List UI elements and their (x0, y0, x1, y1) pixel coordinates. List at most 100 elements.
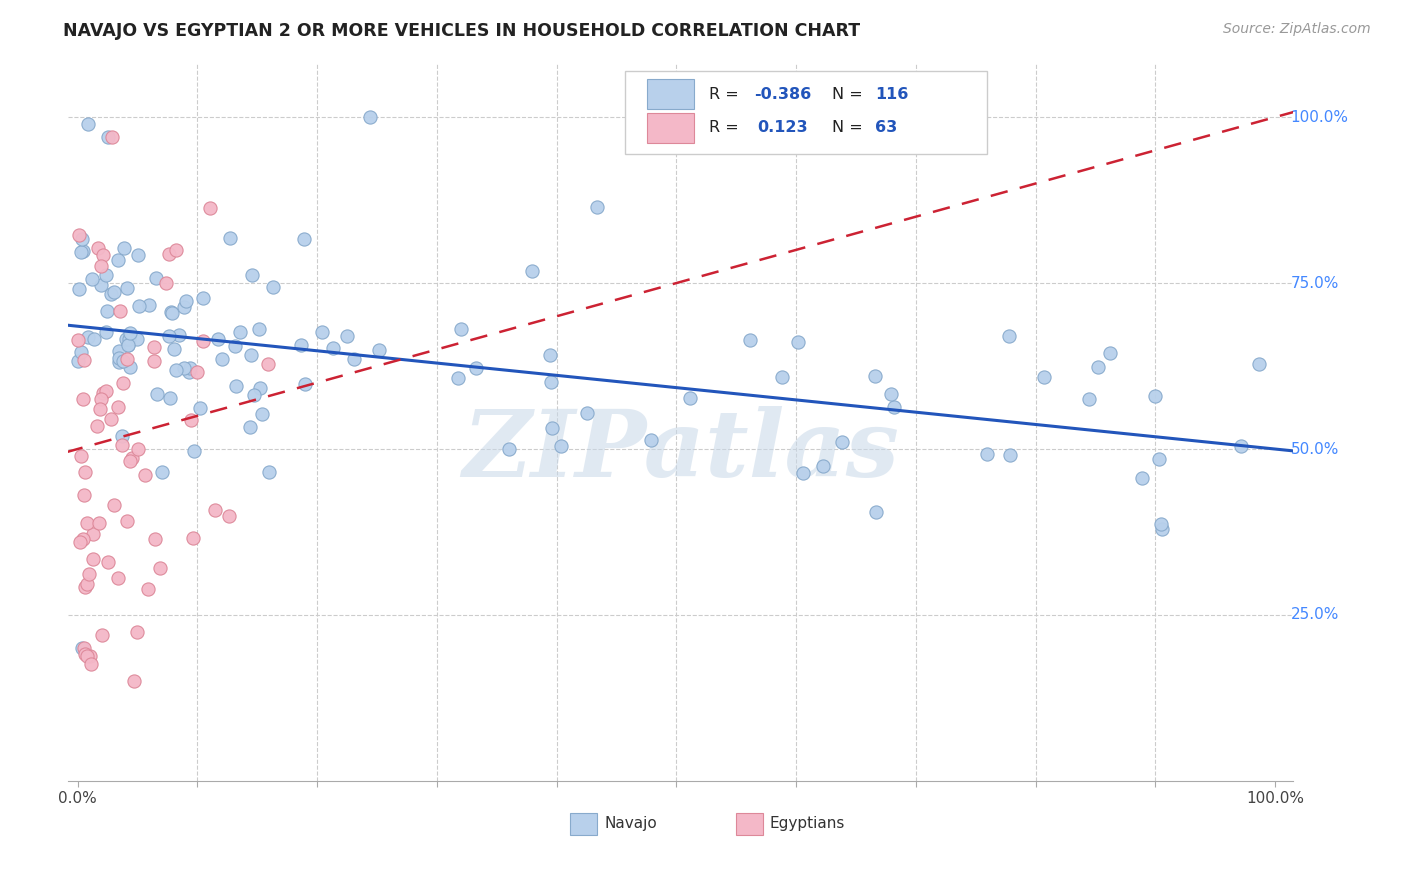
Point (173, 300, 195, 314)
Point (541, 421, 564, 435)
Point (66, 333, 89, 347)
Point (115, 351, 138, 366)
Point (787, 335, 810, 350)
Point (100, 287, 122, 301)
Point (447, 370, 470, 384)
Point (94, 325, 117, 339)
Point (86, 418, 108, 433)
Point (149, 561, 172, 575)
Point (72, 392, 94, 407)
Text: NAVAJO VS EGYPTIAN 2 OR MORE VEHICLES IN HOUSEHOLD CORRELATION CHART: NAVAJO VS EGYPTIAN 2 OR MORE VEHICLES IN… (63, 22, 860, 40)
Point (80, 657, 103, 671)
Point (160, 306, 183, 320)
Point (94, 384, 117, 399)
Point (450, 322, 472, 336)
Point (883, 400, 905, 414)
Point (96, 303, 118, 318)
Point (166, 243, 188, 257)
Point (181, 531, 204, 545)
Point (69, 534, 91, 549)
Point (79, 649, 101, 664)
Point (108, 344, 131, 359)
Point (79, 566, 101, 581)
Point (97, 555, 120, 569)
Point (157, 329, 180, 343)
Point (225, 379, 247, 393)
Point (167, 328, 190, 343)
Point (159, 391, 181, 405)
Point (247, 322, 270, 336)
Point (73, 487, 96, 501)
Point (120, 454, 142, 468)
Point (1032, 370, 1054, 384)
Point (465, 360, 488, 375)
Point (121, 451, 143, 466)
Text: 0.123: 0.123 (758, 120, 808, 136)
Point (69, 245, 91, 260)
Point (128, 299, 150, 313)
Point (1147, 452, 1170, 467)
Point (240, 268, 263, 283)
Point (863, 369, 886, 384)
Point (1230, 438, 1253, 452)
Point (82, 552, 104, 566)
Point (1130, 471, 1153, 485)
Bar (647, 112, 695, 143)
Point (1098, 345, 1121, 359)
Point (118, 332, 141, 346)
Point (179, 361, 201, 376)
Point (586, 200, 609, 214)
Point (70, 450, 93, 464)
Point (228, 325, 250, 339)
Point (249, 381, 271, 395)
Point (112, 376, 135, 390)
Point (138, 298, 160, 312)
Point (256, 357, 278, 371)
Point (77, 117, 100, 131)
Point (177, 365, 200, 379)
Point (83, 332, 105, 346)
Point (165, 363, 187, 377)
Point (118, 326, 141, 340)
Point (538, 348, 561, 362)
Bar (626, 71, 987, 153)
Point (117, 338, 139, 352)
Point (107, 354, 129, 368)
Text: Egyptians: Egyptians (770, 816, 845, 831)
Point (76, 516, 98, 530)
Point (831, 434, 853, 449)
Point (211, 351, 233, 366)
Point (118, 359, 141, 374)
Point (174, 293, 197, 308)
Point (72, 232, 94, 246)
Point (257, 465, 280, 479)
Text: ZIPatlas: ZIPatlas (463, 406, 898, 496)
Point (70, 641, 93, 656)
Point (1144, 389, 1167, 403)
Point (70, 345, 93, 359)
Point (97, 130, 120, 145)
Point (250, 407, 273, 421)
Point (112, 354, 135, 368)
Point (183, 444, 205, 458)
Point (72, 244, 94, 258)
Point (865, 504, 887, 518)
Point (107, 253, 129, 268)
Point (367, 343, 389, 358)
Point (82, 526, 104, 541)
Point (1077, 392, 1099, 406)
Bar (647, 79, 695, 109)
Point (540, 376, 562, 390)
Point (91, 386, 114, 401)
Point (101, 130, 124, 145)
Point (198, 201, 221, 215)
Point (111, 437, 134, 451)
Point (262, 280, 284, 294)
Point (550, 439, 572, 453)
Text: R =: R = (709, 120, 744, 136)
Point (294, 377, 316, 392)
Point (87, 516, 110, 531)
Point (770, 369, 793, 384)
Point (73, 353, 96, 368)
Point (207, 332, 229, 346)
